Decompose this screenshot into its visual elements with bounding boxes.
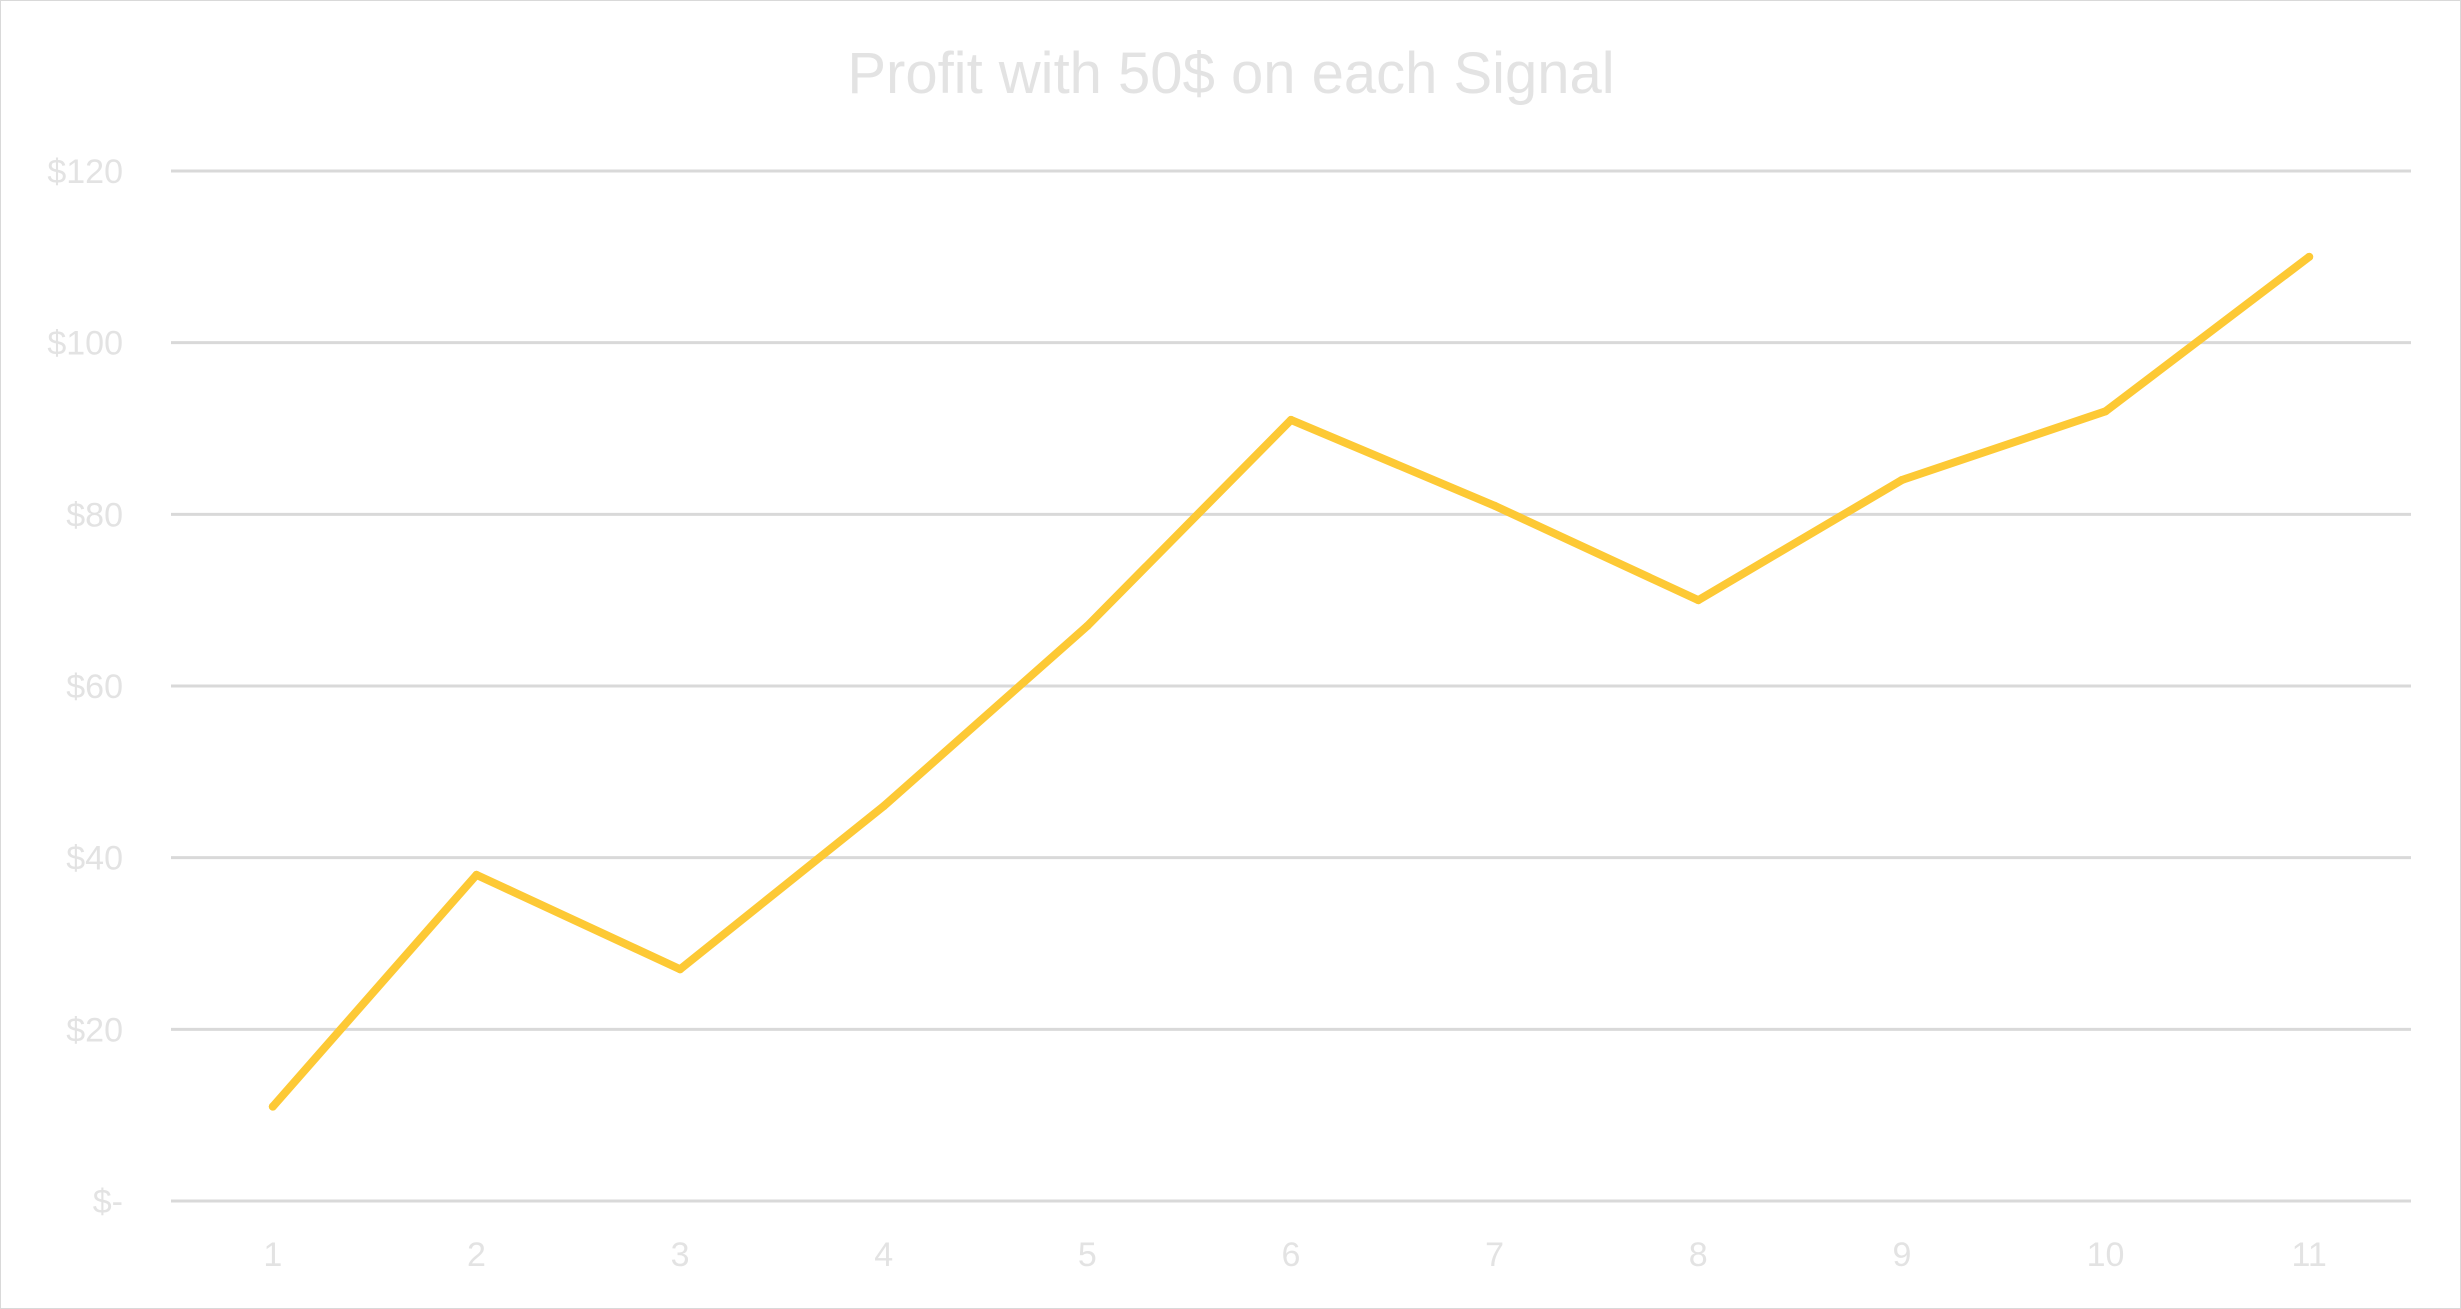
x-tick-label: 1: [263, 1236, 282, 1274]
data-point: [879, 802, 888, 811]
x-tick-label: 4: [874, 1236, 893, 1274]
y-axis: $- $20 $40 $60 $80 $100 $120: [47, 153, 123, 1221]
data-point: [676, 965, 685, 974]
chart-title: Profit with 50$ on each Signal: [847, 41, 1614, 106]
x-tick-label: 6: [1282, 1236, 1301, 1274]
x-tick-label: 5: [1078, 1236, 1097, 1274]
y-tick-label: $120: [47, 153, 123, 191]
data-point: [268, 1102, 277, 1111]
y-tick-label: $60: [66, 668, 123, 706]
data-point: [1694, 596, 1703, 605]
x-tick-label: 2: [467, 1236, 486, 1274]
y-tick-label: $40: [66, 840, 123, 878]
data-point: [1490, 501, 1499, 510]
data-point: [2101, 407, 2110, 416]
data-point: [2305, 252, 2314, 261]
x-tick-label: 11: [2292, 1236, 2327, 1274]
data-point: [1897, 476, 1906, 484]
x-tick-label: 10: [2087, 1236, 2125, 1274]
y-tick-label: $20: [66, 1011, 123, 1049]
data-point: [1083, 621, 1092, 630]
gridlines: [171, 169, 2411, 1203]
data-point: [472, 870, 481, 879]
x-tick-label: 9: [1892, 1236, 1911, 1274]
x-tick-label: 3: [671, 1236, 690, 1274]
y-tick-label: $-: [93, 1183, 123, 1221]
y-tick-label: $100: [47, 325, 123, 363]
series-line: [268, 252, 2314, 1111]
x-tick-label: 7: [1485, 1236, 1504, 1274]
y-tick-label: $80: [66, 496, 123, 534]
data-point: [1287, 415, 1295, 424]
x-axis: 1 2 3 4 5 6 7 8 9 10 11: [263, 1236, 2326, 1274]
series-layer: [268, 252, 2314, 1111]
x-tick-label: 8: [1689, 1236, 1708, 1274]
